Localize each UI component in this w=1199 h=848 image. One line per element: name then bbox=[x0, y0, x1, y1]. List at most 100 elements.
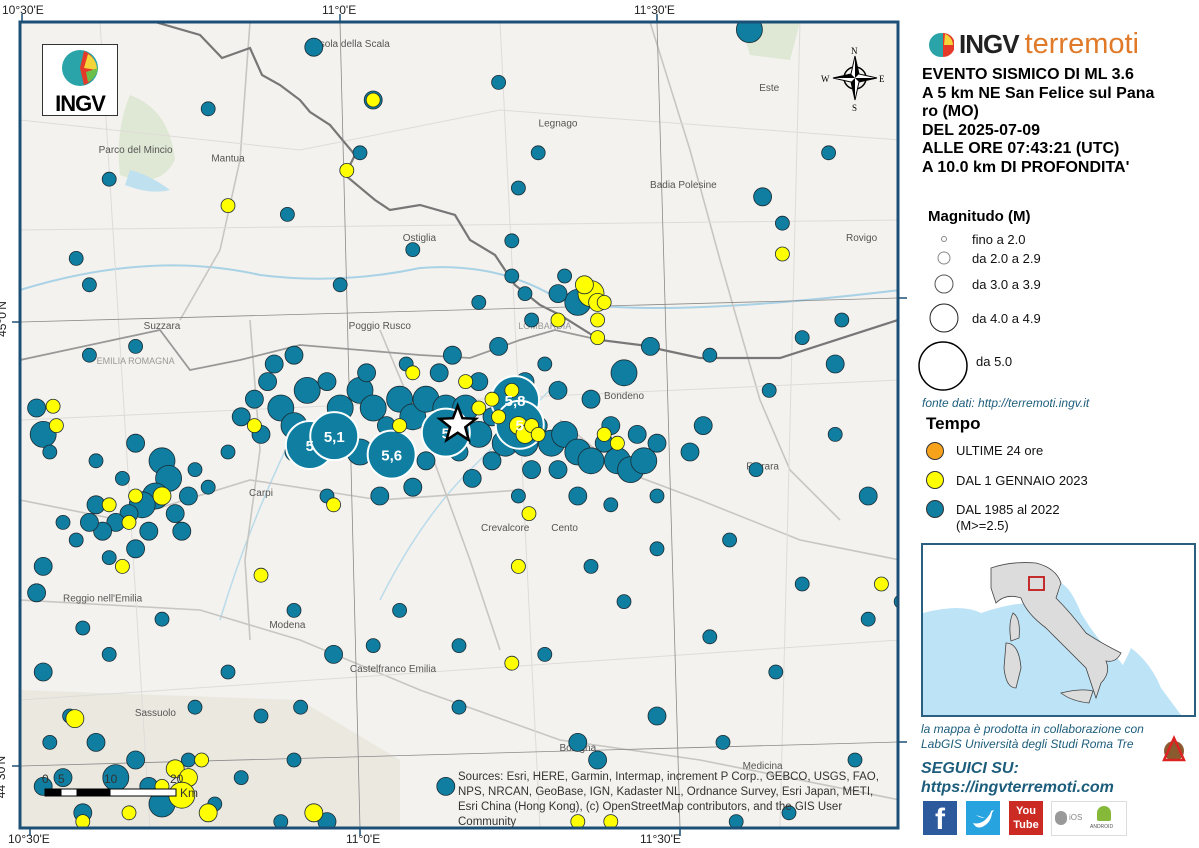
earthquake-marker-1985-2022[interactable] bbox=[568, 733, 588, 752]
earthquake-marker-2023[interactable] bbox=[152, 486, 172, 506]
earthquake-marker-2023[interactable] bbox=[471, 400, 487, 416]
earthquake-marker-1985-2022[interactable] bbox=[359, 394, 387, 422]
earthquake-marker-1985-2022[interactable] bbox=[86, 733, 106, 752]
earthquake-marker-1985-2022[interactable] bbox=[82, 347, 97, 363]
earthquake-marker-1985-2022[interactable] bbox=[775, 215, 790, 231]
earthquake-marker-1985-2022[interactable] bbox=[33, 557, 53, 576]
earthquake-marker-2023[interactable] bbox=[65, 709, 85, 729]
website-link[interactable]: https://ingvterremoti.com bbox=[921, 779, 1114, 796]
earthquake-marker-1985-2022[interactable] bbox=[42, 735, 58, 750]
earthquake-marker-1985-2022[interactable] bbox=[253, 708, 269, 724]
earthquake-marker-1985-2022[interactable] bbox=[165, 504, 185, 523]
earthquake-marker-1985-2022[interactable] bbox=[504, 268, 520, 284]
earthquake-marker-1985-2022[interactable] bbox=[436, 777, 456, 796]
earthquake-marker-1985-2022[interactable] bbox=[68, 532, 84, 548]
data-source-link[interactable]: fonte dati: http://terremoti.ingv.it bbox=[922, 396, 1090, 410]
earthquake-marker-1985-2022[interactable] bbox=[462, 468, 482, 488]
earthquake-marker-2023[interactable] bbox=[326, 497, 342, 513]
earthquake-marker-2023[interactable] bbox=[121, 805, 137, 821]
earthquake-marker-1985-2022[interactable] bbox=[781, 805, 797, 821]
twitter-icon[interactable] bbox=[966, 801, 1000, 835]
earthquake-marker-1985-2022[interactable] bbox=[504, 233, 520, 249]
earthquake-marker-1985-2022[interactable] bbox=[583, 559, 599, 574]
earthquake-marker-1985-2022[interactable] bbox=[82, 277, 97, 293]
earthquake-marker-1985-2022[interactable] bbox=[365, 638, 381, 653]
earthquake-marker-1985-2022[interactable] bbox=[616, 594, 632, 609]
earthquake-marker-1985-2022[interactable] bbox=[231, 407, 251, 427]
earthquake-marker-2023[interactable] bbox=[405, 365, 421, 381]
earthquake-marker-1985-2022[interactable] bbox=[126, 539, 146, 559]
earthquake-marker-1985-2022[interactable] bbox=[115, 470, 130, 486]
earthquake-marker-1985-2022[interactable] bbox=[722, 532, 737, 548]
earthquake-marker-2023[interactable] bbox=[121, 515, 137, 530]
earthquake-marker-2023[interactable] bbox=[610, 435, 625, 451]
earthquake-marker-1985-2022[interactable] bbox=[293, 376, 321, 404]
earthquake-marker-1985-2022[interactable] bbox=[75, 620, 91, 636]
earthquake-marker-1985-2022[interactable] bbox=[693, 416, 713, 436]
earthquake-marker-1985-2022[interactable] bbox=[293, 699, 309, 715]
earthquake-marker-1985-2022[interactable] bbox=[93, 521, 112, 541]
earthquake-marker-1985-2022[interactable] bbox=[825, 354, 845, 374]
ios-label[interactable]: iOS bbox=[1069, 813, 1083, 822]
earthquake-marker-2023[interactable] bbox=[521, 506, 537, 521]
seismic-map[interactable]: Isola della Scala Legnago Este Mantua Parco … bbox=[0, 0, 915, 848]
earthquake-marker-1985-2022[interactable] bbox=[154, 611, 170, 627]
earthquake-marker-1985-2022[interactable] bbox=[366, 429, 417, 480]
earthquake-marker-1985-2022[interactable] bbox=[603, 497, 619, 513]
earthquake-marker-1985-2022[interactable] bbox=[610, 359, 638, 387]
earthquake-marker-1985-2022[interactable] bbox=[80, 513, 99, 532]
earthquake-marker-1985-2022[interactable] bbox=[893, 595, 908, 609]
earthquake-marker-1985-2022[interactable] bbox=[273, 814, 289, 829]
earthquake-marker-1985-2022[interactable] bbox=[577, 447, 605, 475]
earthquake-marker-1985-2022[interactable] bbox=[517, 286, 533, 302]
earthquake-marker-2023[interactable] bbox=[304, 803, 324, 823]
earthquake-marker-1985-2022[interactable] bbox=[309, 411, 360, 462]
earthquake-marker-2023[interactable] bbox=[101, 497, 117, 513]
earthquake-marker-1985-2022[interactable] bbox=[524, 312, 539, 328]
earthquake-marker-1985-2022[interactable] bbox=[264, 354, 284, 374]
earthquake-marker-1985-2022[interactable] bbox=[482, 451, 502, 471]
apple-icon[interactable] bbox=[1055, 811, 1067, 825]
earthquake-marker-1985-2022[interactable] bbox=[451, 699, 467, 715]
earthquake-marker-1985-2022[interactable] bbox=[736, 17, 763, 43]
earthquake-marker-1985-2022[interactable] bbox=[548, 284, 568, 304]
earthquake-marker-2023[interactable] bbox=[550, 312, 566, 328]
earthquake-marker-1985-2022[interactable] bbox=[101, 171, 117, 187]
earthquake-marker-1985-2022[interactable] bbox=[548, 380, 568, 400]
earthquake-marker-2023[interactable] bbox=[575, 275, 594, 295]
earthquake-marker-1985-2022[interactable] bbox=[332, 277, 348, 293]
earthquake-marker-1985-2022[interactable] bbox=[403, 477, 423, 497]
earthquake-marker-2023[interactable] bbox=[775, 246, 790, 262]
earthquake-marker-1985-2022[interactable] bbox=[88, 453, 104, 469]
earthquake-marker-2023[interactable] bbox=[115, 559, 130, 574]
earthquake-marker-1985-2022[interactable] bbox=[834, 312, 850, 328]
earthquake-marker-1985-2022[interactable] bbox=[200, 101, 216, 117]
earthquake-marker-2023[interactable] bbox=[246, 418, 262, 434]
earthquake-marker-1985-2022[interactable] bbox=[647, 433, 667, 453]
earthquake-marker-2023[interactable] bbox=[339, 162, 355, 178]
earthquake-marker-2023[interactable] bbox=[253, 567, 269, 583]
earthquake-marker-2023[interactable] bbox=[220, 198, 236, 214]
earthquake-marker-1985-2022[interactable] bbox=[55, 515, 71, 530]
earthquake-marker-1985-2022[interactable] bbox=[126, 433, 146, 453]
earthquake-marker-1985-2022[interactable] bbox=[178, 486, 198, 506]
earthquake-marker-1985-2022[interactable] bbox=[568, 486, 588, 506]
earthquake-marker-1985-2022[interactable] bbox=[53, 768, 73, 787]
earthquake-marker-1985-2022[interactable] bbox=[761, 382, 777, 398]
earthquake-marker-1985-2022[interactable] bbox=[702, 629, 718, 645]
earthquake-marker-1985-2022[interactable] bbox=[286, 603, 302, 618]
earthquake-marker-1985-2022[interactable] bbox=[187, 462, 203, 478]
earthquake-marker-1985-2022[interactable] bbox=[557, 268, 572, 284]
earthquake-marker-1985-2022[interactable] bbox=[101, 550, 117, 565]
earthquake-marker-2023[interactable] bbox=[165, 759, 185, 779]
earthquake-marker-1985-2022[interactable] bbox=[68, 250, 84, 266]
earthquake-marker-2023[interactable] bbox=[128, 488, 144, 504]
earthquake-marker-2023[interactable] bbox=[484, 391, 500, 407]
earthquake-marker-1985-2022[interactable] bbox=[42, 444, 58, 460]
earthquake-marker-1985-2022[interactable] bbox=[324, 645, 344, 664]
youtube-icon[interactable]: You Tube bbox=[1009, 801, 1043, 835]
earthquake-marker-1985-2022[interactable] bbox=[357, 363, 377, 383]
earthquake-marker-1985-2022[interactable] bbox=[641, 336, 660, 356]
earthquake-marker-1985-2022[interactable] bbox=[101, 647, 117, 662]
earthquake-marker-2023[interactable] bbox=[511, 559, 526, 574]
